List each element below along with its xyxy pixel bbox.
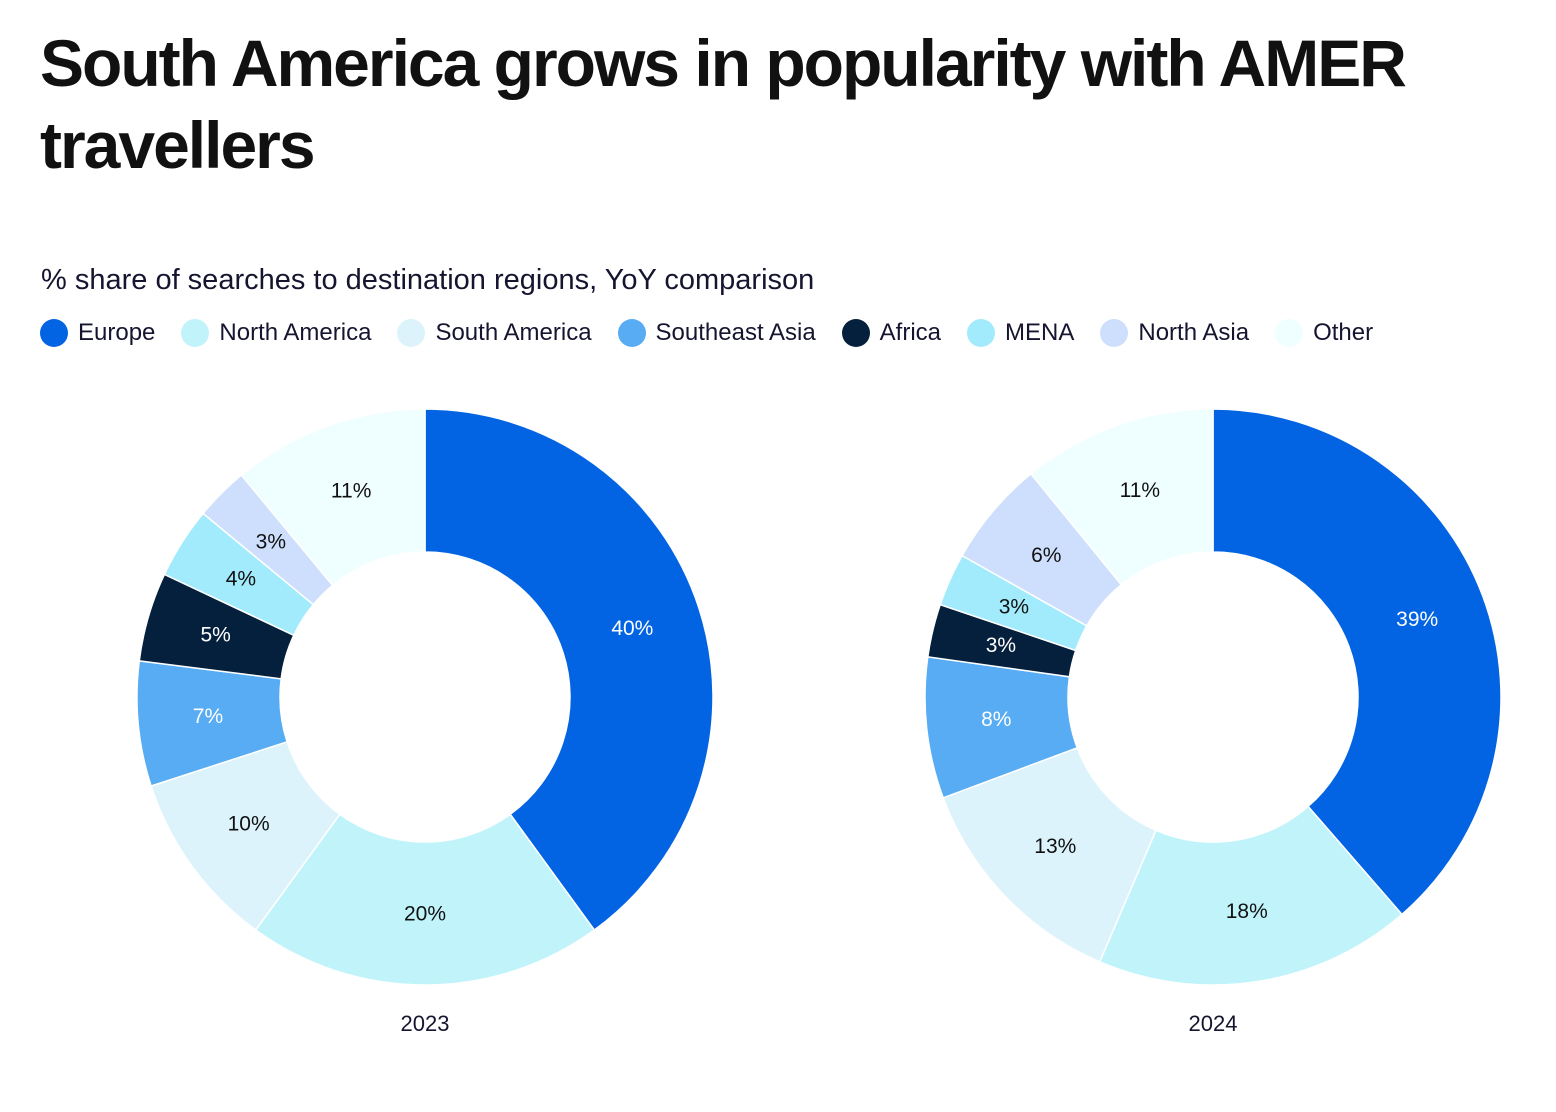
legend-label-north-asia: North Asia bbox=[1138, 319, 1250, 346]
slice-label-africa-2024: 3% bbox=[986, 634, 1016, 657]
legend-item-south-america[interactable]: South America bbox=[397, 319, 592, 347]
legend-swatch-north-asia bbox=[1100, 319, 1129, 347]
legend-swatch-north-america bbox=[181, 319, 210, 347]
donut-2024: 39% 18% 13% 8% 3% 3% 6% 11% bbox=[924, 408, 1502, 986]
legend-swatch-southeast-asia bbox=[617, 319, 646, 347]
donut-year-label-2024: 2024 bbox=[1189, 1011, 1238, 1036]
legend-label-africa: Africa bbox=[879, 319, 942, 346]
legend-label-other: Other bbox=[1313, 319, 1374, 346]
donut-2023: 40% 20% 10% 7% 5% 4%3% 11% bbox=[136, 408, 714, 986]
slice-label-europe-2024: 39% bbox=[1396, 608, 1438, 631]
legend-swatch-south-america bbox=[397, 319, 426, 347]
slice-label-mena-2023: 4% bbox=[226, 568, 256, 591]
slice-label-southeast-asia-2023: 7% bbox=[193, 705, 223, 728]
slice-south-america-2024[interactable] bbox=[942, 746, 1157, 963]
legend-swatch-europe bbox=[40, 319, 68, 347]
legend: Europe North America South America South… bbox=[40, 319, 1399, 347]
legend-swatch-other bbox=[1275, 319, 1304, 347]
slice-europe-2024[interactable] bbox=[1212, 408, 1502, 916]
legend-label-europe: Europe bbox=[78, 319, 156, 346]
slice-other-2023[interactable] bbox=[240, 408, 426, 587]
slice-label-north-america-2023: 20% bbox=[404, 903, 446, 926]
donut-year-label-2023: 2023 bbox=[401, 1011, 450, 1036]
slice-label-africa-2023: 5% bbox=[200, 624, 230, 647]
slice-label-europe-2023: 40% bbox=[611, 617, 653, 640]
slice-label-other-2024: 11% bbox=[1120, 479, 1160, 502]
slice-label-south-america-2024: 13% bbox=[1034, 835, 1076, 858]
chart-subtitle: % share of searches to destination regio… bbox=[41, 264, 815, 296]
slice-other-2024[interactable] bbox=[1029, 408, 1214, 586]
legend-item-africa[interactable]: Africa bbox=[841, 319, 942, 347]
slice-label-other-2023: 11% bbox=[331, 479, 371, 502]
slice-label-mena-2024: 3% bbox=[999, 596, 1029, 619]
chart-title: South America grows in popularity with A… bbox=[40, 26, 1407, 182]
legend-item-other[interactable]: Other bbox=[1275, 319, 1373, 347]
donut-charts: 40%20%10%7%5%4%3%11% 39%18%13%8%3%3%6%11… bbox=[136, 408, 1502, 1036]
legend-swatch-africa bbox=[841, 319, 870, 347]
slice-label-southeast-asia-2024: 8% bbox=[981, 708, 1011, 731]
slice-label-north-america-2024: 18% bbox=[1226, 900, 1268, 923]
legend-item-mena[interactable]: MENA bbox=[967, 319, 1074, 347]
slice-europe-2023[interactable] bbox=[424, 408, 714, 932]
legend-label-mena: MENA bbox=[1005, 319, 1075, 346]
slice-label-south-america-2023: 10% bbox=[228, 813, 270, 836]
slice-label-north-asia-2023: 3% bbox=[256, 530, 286, 553]
slice-north-america-2024[interactable] bbox=[1098, 805, 1403, 986]
legend-item-southeast-asia[interactable]: Southeast Asia bbox=[617, 319, 816, 347]
slice-label-north-asia-2024: 6% bbox=[1031, 544, 1061, 567]
legend-label-southeast-asia: Southeast Asia bbox=[655, 319, 816, 346]
slice-north-america-2023[interactable] bbox=[254, 813, 596, 986]
legend-item-north-asia[interactable]: North Asia bbox=[1100, 319, 1249, 347]
legend-swatch-mena bbox=[967, 319, 996, 347]
legend-item-north-america[interactable]: North America bbox=[181, 319, 371, 347]
legend-label-south-america: South America bbox=[435, 319, 592, 346]
legend-label-north-america: North America bbox=[219, 319, 372, 346]
legend-item-europe[interactable]: Europe bbox=[40, 319, 155, 347]
